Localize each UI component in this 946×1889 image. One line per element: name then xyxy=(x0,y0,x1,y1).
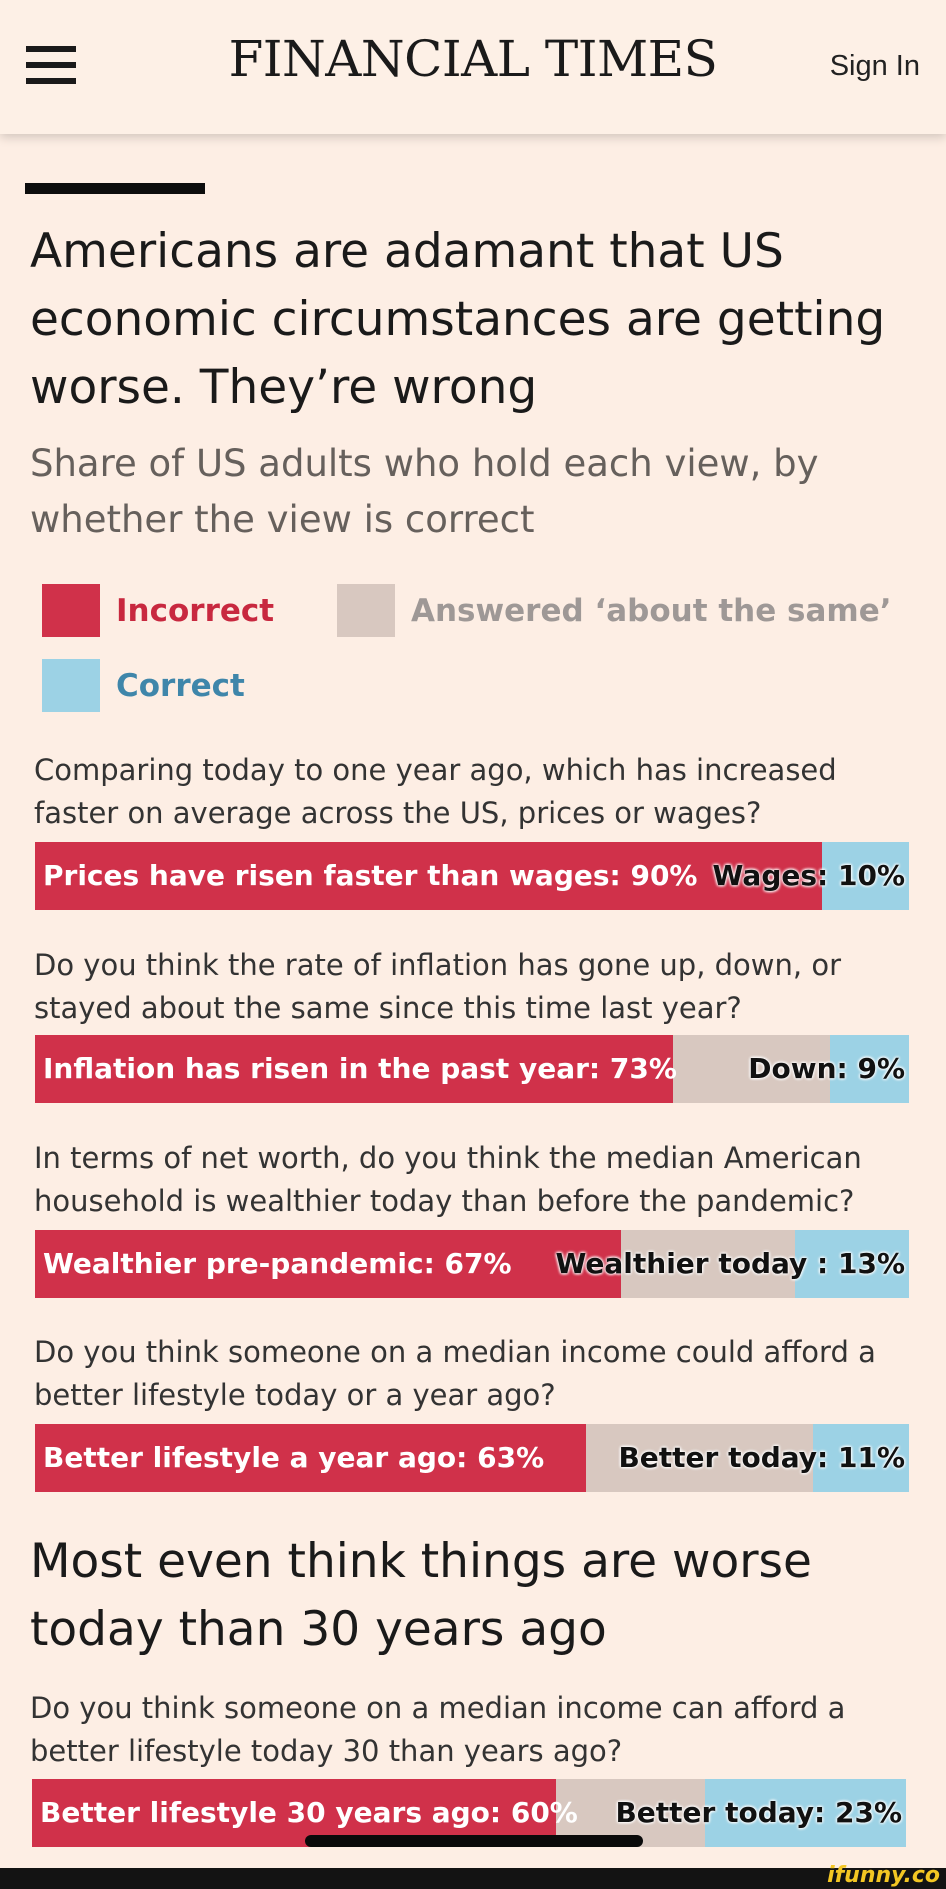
chart-subtitle: Share of US adults who hold each view, b… xyxy=(30,442,819,541)
legend-item-about-same: Answered ‘about the same’ xyxy=(337,584,892,637)
bar-label-correct: Better today: 11% xyxy=(618,1441,905,1474)
bar-label-correct: Better today: 23% xyxy=(615,1796,902,1829)
legend-swatch-incorrect xyxy=(42,584,100,637)
bar-segment-about-same xyxy=(620,1230,796,1298)
bar-segment-incorrect xyxy=(35,1424,586,1492)
question-text: Do you think someone on a median income … xyxy=(34,1335,876,1412)
question-text: Comparing today to one year ago, which h… xyxy=(34,753,837,830)
legend-swatch-about-same xyxy=(337,584,395,637)
bar-segment-correct xyxy=(821,842,909,910)
question-text: Do you think the rate of inflation has g… xyxy=(34,948,841,1025)
chart-title: Americans are adamant that US economic c… xyxy=(30,224,886,415)
bar-label-correct: Wages: 10% xyxy=(712,859,905,892)
bar-label-incorrect: Prices have risen faster than wages: 90% xyxy=(43,859,698,892)
hamburger-menu-icon[interactable] xyxy=(26,46,76,84)
bar-segment-correct xyxy=(795,1230,909,1298)
bar-segment-correct xyxy=(830,1035,909,1103)
brand-logo[interactable]: FINANCIAL TIMES xyxy=(228,30,718,88)
legend-label-about-same: Answered ‘about the same’ xyxy=(411,592,892,629)
bar-segment-about-same xyxy=(673,1035,831,1103)
legend-item-correct: Correct xyxy=(42,659,245,712)
sign-in-link[interactable]: Sign In xyxy=(829,50,920,82)
question-text: In terms of net worth, do you think the … xyxy=(34,1141,862,1218)
home-indicator xyxy=(305,1835,643,1847)
legend-item-incorrect: Incorrect xyxy=(42,584,274,637)
legend-label-correct: Correct xyxy=(116,667,245,704)
bar-label-correct: Down: 9% xyxy=(748,1052,905,1085)
bar-segment-incorrect xyxy=(35,1035,674,1103)
section-title: Most even think things are worse today t… xyxy=(30,1534,812,1657)
footer-bar xyxy=(0,1868,946,1889)
bar-segment-incorrect xyxy=(35,1230,621,1298)
bar-label-incorrect: Better lifestyle a year ago: 63% xyxy=(43,1441,545,1474)
legend-label-incorrect: Incorrect xyxy=(116,592,275,629)
bar-label-correct: Wealthier today : 13% xyxy=(555,1247,906,1280)
bar-segment-correct xyxy=(704,1779,906,1847)
accent-rule xyxy=(25,183,205,194)
bar-segment-incorrect xyxy=(35,842,822,910)
site-header: FINANCIAL TIMES Sign In xyxy=(0,0,946,134)
bar-label-incorrect: Better lifestyle 30 years ago: 60% xyxy=(40,1796,578,1829)
legend-swatch-correct xyxy=(42,659,100,712)
ifunny-watermark: ifunny.co xyxy=(827,1863,940,1888)
bar-segment-correct xyxy=(812,1424,909,1492)
stacked-bar: Inflation has risen in the past year: 73… xyxy=(35,1035,909,1103)
bar-label-incorrect: Inflation has risen in the past year: 73… xyxy=(43,1052,677,1085)
stacked-bar: Better lifestyle a year ago: 63% Better … xyxy=(35,1424,909,1492)
bar-label-incorrect: Wealthier pre-pandemic: 67% xyxy=(43,1247,512,1280)
bar-segment-about-same xyxy=(585,1424,813,1492)
stacked-bar: Wealthier pre-pandemic: 67% Wealthier to… xyxy=(35,1230,909,1298)
question-text: Do you think someone on a median income … xyxy=(30,1691,846,1768)
stacked-bar: Prices have risen faster than wages: 90%… xyxy=(35,842,909,910)
